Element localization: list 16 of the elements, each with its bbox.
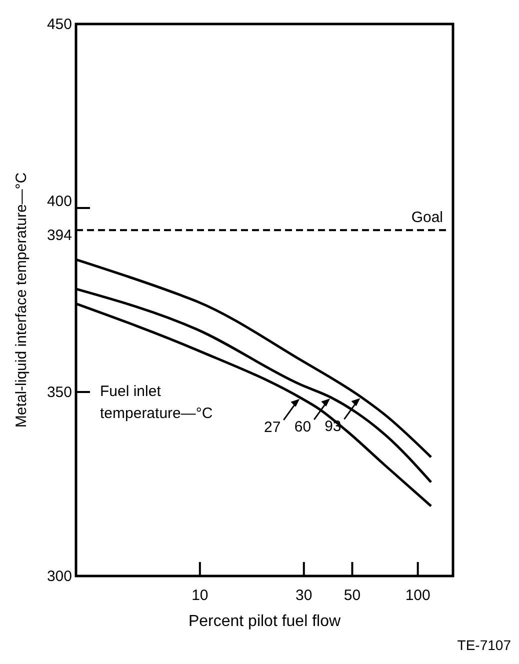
y-tick-label: 394 bbox=[46, 227, 72, 244]
x-tick-label: 30 bbox=[296, 587, 312, 604]
ref-line-label: Goal bbox=[411, 209, 443, 226]
legend-title: Fuel inlet temperature—°C bbox=[100, 383, 213, 422]
y-tick-label: 300 bbox=[46, 568, 72, 585]
x-tick-label: 10 bbox=[192, 587, 208, 604]
y-tick-label: 450 bbox=[46, 16, 72, 33]
legend-label: 27 bbox=[264, 418, 281, 436]
x-tick-label: 100 bbox=[405, 587, 430, 604]
x-tick-label: 50 bbox=[344, 587, 361, 604]
x-axis-title: Percent pilot fuel flow bbox=[188, 613, 341, 630]
y-tick-label: 350 bbox=[46, 384, 72, 401]
y-tick-label: 400 bbox=[46, 193, 72, 210]
y-axis-title: Metal-liquid interface temperature—°C bbox=[13, 172, 30, 428]
text: TE-7107 bbox=[457, 637, 512, 653]
legend-label: 60 bbox=[294, 418, 312, 436]
